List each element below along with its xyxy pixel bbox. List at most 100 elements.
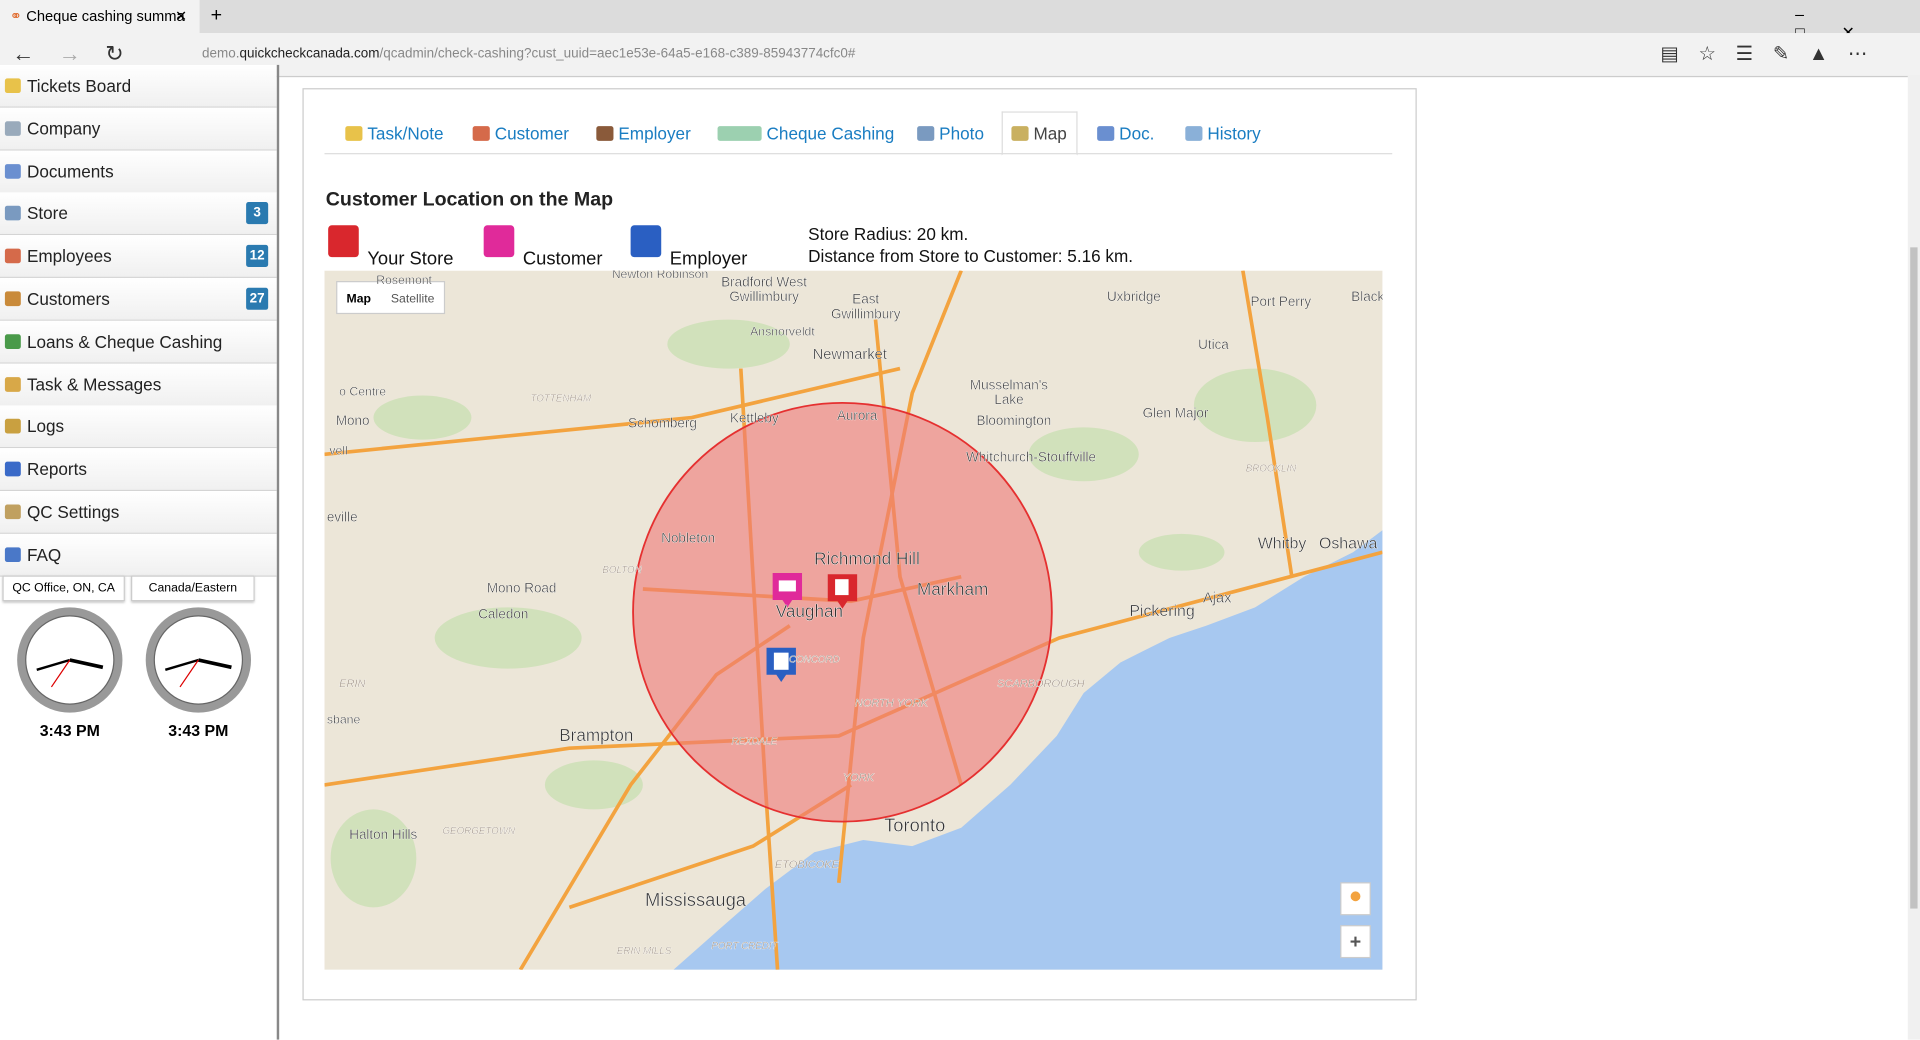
map-label: Ajax [1203,590,1232,606]
item-label: Customers [26,288,110,309]
map-label: Toronto [884,814,945,835]
sidebar-item[interactable]: QC Settings [0,491,277,534]
badge: 27 [246,287,269,310]
item-icon [4,419,21,434]
url-path: /qcadmin/check-cashing?cust_uuid=aec1e53… [379,46,856,62]
clock-button[interactable]: QC Office, ON, CA [2,575,125,602]
tab-title: Cheque cashing summa [26,7,185,25]
tab-line [324,153,1393,155]
map-label: BROOKLIN [1246,463,1297,474]
tab[interactable]: Task/Note [345,121,444,145]
sidebar-item[interactable]: Store 3 [0,192,277,236]
tab-label: Doc. [1119,123,1155,144]
map-label: Markham [917,579,988,599]
map-type-control[interactable] [336,281,446,315]
map-label: ERIN MILLS [617,946,672,957]
map-label: East [852,292,879,307]
url[interactable]: demo.quickcheckcanada.com/qcadmin/check-… [202,33,855,76]
sidebar-item[interactable]: Logs [0,405,277,449]
map-label: PORT CREDIT [711,941,778,952]
url-prefix: demo. [202,46,240,62]
map-label: YORK [843,772,875,784]
map-label: Gwillimbury [831,306,901,321]
tab-icon [596,126,614,141]
legend-icon [328,225,359,258]
map-label: Bloomington [976,413,1051,428]
tab[interactable]: Customer [472,121,569,145]
map-label: Vaughan [776,601,843,621]
map-label: Oshawa [1319,536,1378,553]
map-button[interactable]: Satellite [391,291,435,305]
item-label: Company [26,118,101,139]
map-label: Port Perry [1251,294,1312,309]
clocks [17,607,252,713]
item-icon [4,334,21,349]
tab-icon [345,126,363,141]
map-label: GEORGETOWN [442,826,516,837]
tab-icon [917,126,935,141]
legend-label: Employer [669,248,748,270]
map-label: Glen Major [1143,406,1209,421]
map-label: Whitby [1258,536,1307,553]
pegman-icon [1350,891,1361,902]
item-label: Store [26,203,68,224]
item-icon [4,547,21,562]
tab[interactable]: History [1185,121,1261,145]
map-label: Brampton [559,725,633,745]
item-icon [4,504,21,520]
sidebar-item[interactable]: Company [0,107,277,151]
tab-label: Map [1033,123,1067,144]
browser-tab[interactable]: ⚭ Cheque cashing summa ✕ [0,0,200,34]
tab[interactable]: Employer [596,121,691,145]
tab[interactable]: Doc. [1097,121,1154,145]
sidebar-item[interactable]: Documents [0,150,277,193]
tab[interactable]: Map [1011,121,1067,145]
map-label: vell [329,443,347,457]
new-tab[interactable]: + [210,4,223,26]
sidebar-item[interactable]: FAQ [0,533,277,577]
map-label: Pickering [1129,603,1194,620]
sidebar-item[interactable]: Tickets Board [0,64,277,108]
map-label: Bradford West [721,275,807,290]
map-label: Whitchurch-Stouffville [966,450,1096,465]
sidebar-item[interactable]: Employees 12 [0,235,277,279]
map-label: BOLTON [602,565,642,576]
tab-icon [1097,126,1115,141]
item-label: Task & Messages [26,374,162,394]
map-label: Utica [1198,337,1229,352]
item-label: Documents [26,161,114,181]
item-icon [4,163,21,179]
clock-button[interactable]: Canada/Eastern [131,575,255,602]
sidebar-item[interactable]: Task & Messages [0,363,277,407]
tab-icon [717,126,762,141]
tab-label: History [1207,123,1261,144]
item-label: Employees [26,246,112,266]
legend-icon [630,225,662,258]
item-label: Loans & Cheque Cashing [26,331,223,352]
store-radius [632,401,1053,823]
tab[interactable]: Photo [917,121,984,145]
map[interactable]: + Map Satellite Newmarket Aurora Richmond Hi… [324,270,1383,970]
map-label: TOTTENHAM [530,394,592,405]
item-icon [4,291,21,307]
item-label: QC Settings [26,502,120,522]
scrollbar[interactable] [1907,75,1920,1040]
sidebar-item[interactable]: Loans & Cheque Cashing [0,320,277,364]
badge: 3 [246,202,269,225]
zoom-in[interactable] [1340,925,1371,959]
map-button[interactable]: Map [347,291,371,305]
map-label: ETOBICOKE [775,859,840,871]
sidebar-item[interactable]: Reports [0,448,277,492]
customer-marker [772,573,803,608]
sidebar-item[interactable]: Customers 27 [0,277,277,321]
map-label: SCARBOROUGH [997,678,1085,690]
tab-label: Employer [618,123,691,144]
map-label: Gwillimbury [729,289,799,304]
tab[interactable]: Cheque Cashing [717,121,894,145]
url-domain: quickcheckcanada.com [239,46,380,62]
legend-icon [483,225,515,258]
clock [145,607,252,713]
map-label: o Centre [339,385,386,399]
item-icon [4,78,21,94]
content-panel [302,88,1417,1001]
